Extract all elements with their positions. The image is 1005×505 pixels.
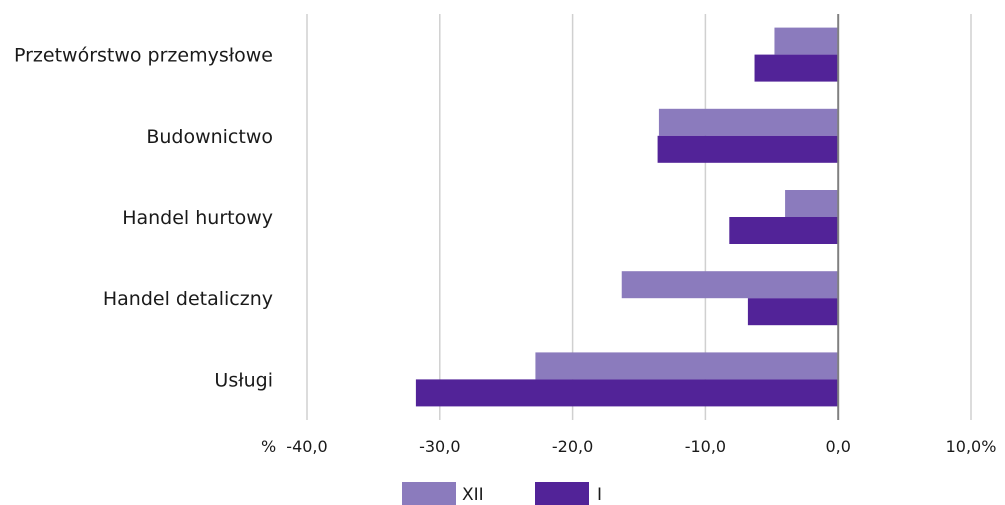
x-tick-label: -30,0	[419, 437, 460, 456]
category-labels: Przetwórstwo przemysłowe Budownictwo Hande…	[14, 45, 273, 392]
x-tick-label: 0,0	[825, 437, 850, 456]
bar-i-4	[747, 298, 839, 326]
bar-i-2	[657, 135, 839, 163]
gridlines	[306, 14, 972, 420]
legend-label-i: I	[597, 485, 602, 505]
x-tick-labels: % -40,0 -30,0 -20,0 -10,0 0,0 10,0%	[261, 437, 996, 456]
bar-xii-5	[535, 352, 839, 380]
bar-xii-1	[774, 27, 839, 55]
legend-label-xii: XII	[462, 485, 484, 505]
category-label: Budownictwo	[146, 126, 273, 148]
x-tick-label: -10,0	[685, 437, 726, 456]
category-label: Przetwórstwo przemysłowe	[14, 45, 273, 67]
x-tick-label: -20,0	[552, 437, 593, 456]
category-label: Handel hurtowy	[122, 207, 273, 229]
bars	[415, 27, 839, 407]
category-label: Handel detaliczny	[103, 288, 273, 310]
legend: XII I	[402, 482, 602, 505]
bar-i-3	[729, 217, 839, 244]
x-tick-label: -40,0	[286, 437, 327, 456]
bar-i-5	[415, 379, 839, 407]
legend-swatch-i	[535, 482, 589, 505]
bar-i-1	[754, 54, 839, 82]
category-label: Usługi	[214, 369, 273, 391]
bar-xii-4	[621, 271, 839, 299]
legend-swatch-xii	[402, 482, 456, 505]
x-tick-label: 10,0%	[946, 437, 997, 456]
bar-xii-2	[658, 108, 839, 136]
x-unit-label: %	[261, 437, 276, 456]
bar-xii-3	[785, 190, 839, 217]
